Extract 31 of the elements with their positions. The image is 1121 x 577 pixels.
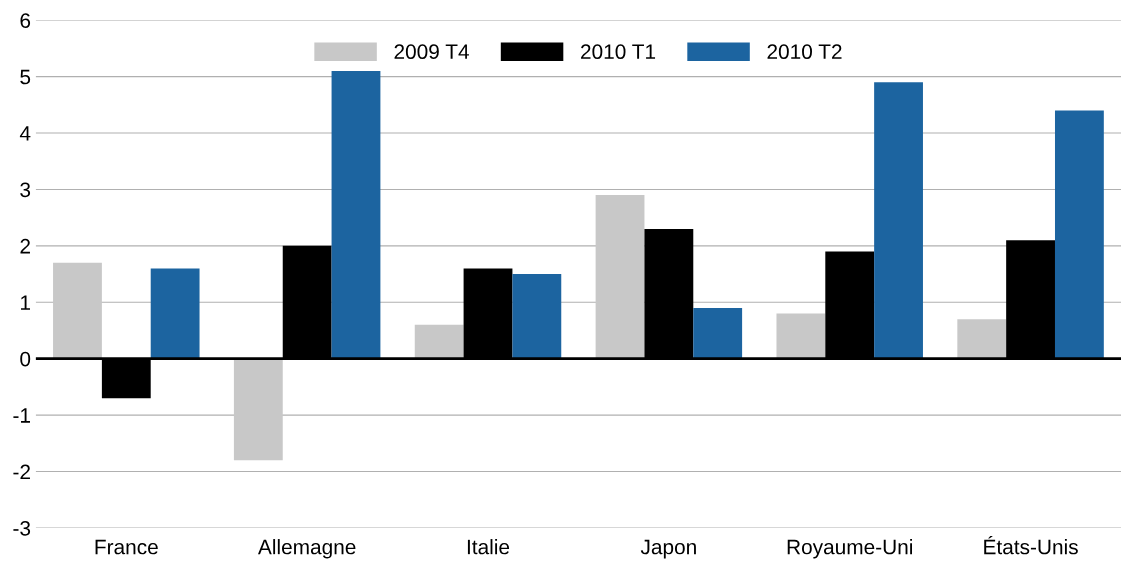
y-tick-label: -2 bbox=[13, 464, 30, 480]
bar bbox=[1054, 110, 1104, 359]
bar bbox=[595, 195, 645, 359]
y-tick-label: 3 bbox=[20, 182, 31, 198]
x-tick-label: Allemagne bbox=[257, 539, 356, 559]
bar bbox=[53, 262, 102, 359]
legend-label: 2010 T1 bbox=[581, 44, 656, 60]
y-tick-label: 5 bbox=[20, 69, 31, 85]
x-tick-label: Royaume-Uni bbox=[787, 539, 912, 559]
x-tick-label: Japon bbox=[640, 539, 696, 559]
y-tick-label: 6 bbox=[20, 13, 31, 28]
x-tick-label: États-Unis bbox=[984, 536, 1078, 555]
legend-label: 2009 T4 bbox=[394, 44, 469, 60]
x-tick-label: France bbox=[95, 539, 158, 555]
bar bbox=[233, 358, 283, 461]
bar bbox=[414, 324, 464, 359]
x-tick-label: Italie bbox=[467, 539, 510, 555]
y-tick-label: 4 bbox=[19, 126, 31, 141]
bar bbox=[150, 268, 200, 359]
bar bbox=[512, 274, 562, 359]
y-tick-label: 1 bbox=[21, 295, 30, 310]
legend-label: 2010 T2 bbox=[767, 44, 842, 60]
bar bbox=[957, 319, 1007, 359]
bar bbox=[776, 313, 826, 359]
bar bbox=[693, 307, 743, 359]
y-tick-label: 0 bbox=[20, 351, 31, 367]
y-tick-label: -3 bbox=[13, 520, 31, 536]
bar bbox=[331, 70, 381, 359]
y-tick-label: 2 bbox=[20, 238, 30, 254]
y-tick-label: -1 bbox=[13, 408, 30, 423]
bar bbox=[874, 82, 923, 359]
